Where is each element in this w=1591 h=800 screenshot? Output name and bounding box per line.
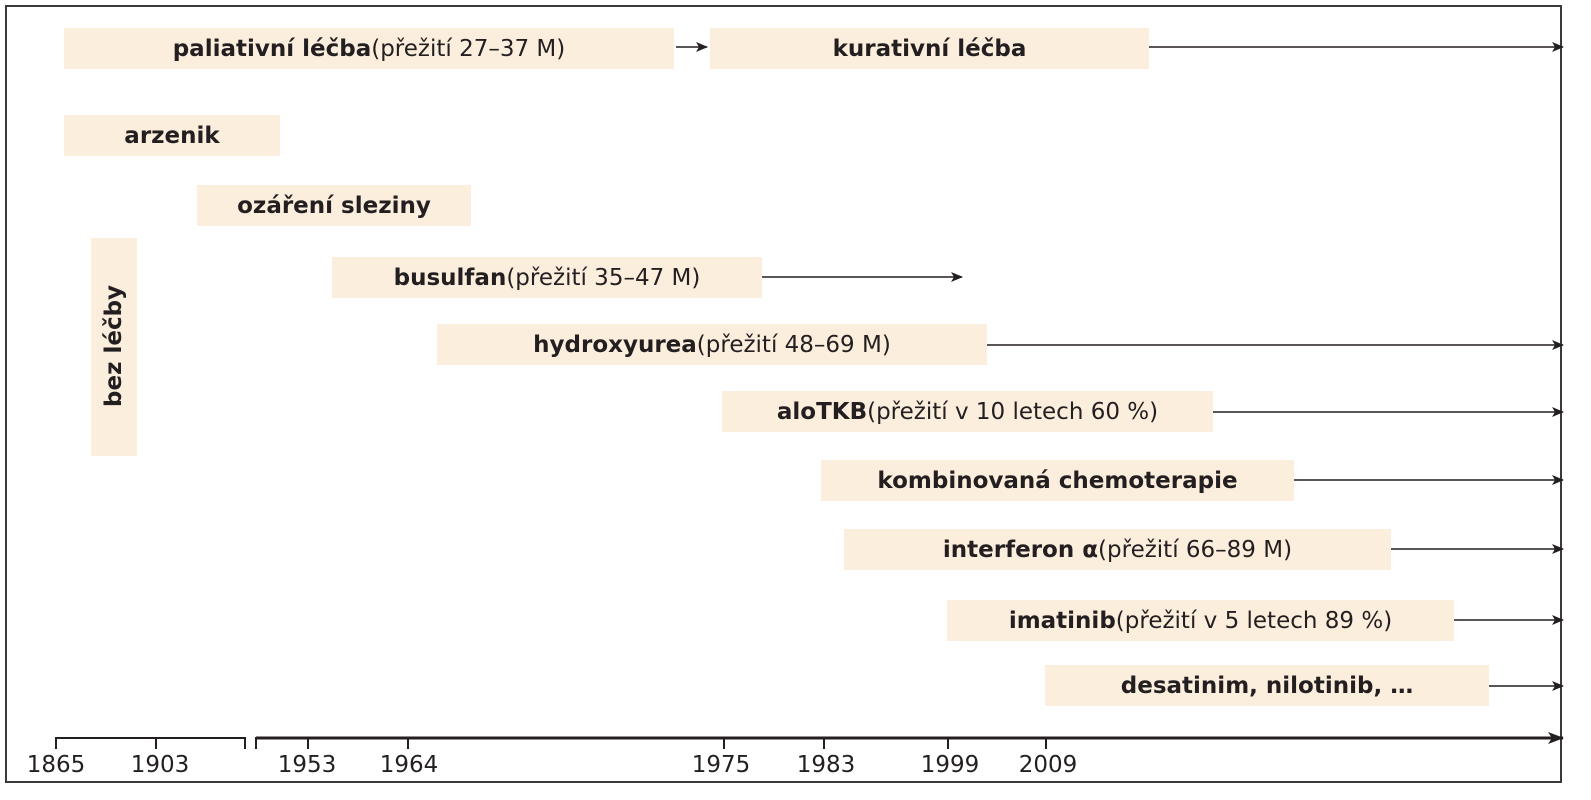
tick-label-1865: 1865 bbox=[26, 752, 86, 778]
bar-kombinovana: kombinovaná chemoterapie bbox=[821, 460, 1294, 501]
bar-busulfan: busulfan (přežití 35–47 M) bbox=[332, 257, 762, 298]
tick-label-1953: 1953 bbox=[277, 752, 337, 778]
tick-label-1975: 1975 bbox=[691, 752, 751, 778]
bar-alotkb: aloTKB (přežití v 10 letech 60 %) bbox=[722, 391, 1213, 432]
tick-label-1903: 1903 bbox=[130, 752, 190, 778]
tick-label-1983: 1983 bbox=[796, 752, 856, 778]
tick-label-1964: 1964 bbox=[379, 752, 439, 778]
tick-label-1999: 1999 bbox=[920, 752, 980, 778]
tick-label-2009: 2009 bbox=[1018, 752, 1078, 778]
bar-hydroxyurea: hydroxyurea (přežití 48–69 M) bbox=[437, 324, 987, 365]
bar-desatinim: desatinim, nilotinib, … bbox=[1045, 665, 1489, 706]
bar-interferon: interferon α (přežití 66–89 M) bbox=[844, 529, 1391, 570]
diagram-frame bbox=[5, 5, 1562, 783]
bar-arzenik: arzenik bbox=[64, 115, 280, 156]
bar-kurativni: kurativní léčba bbox=[710, 28, 1149, 69]
bar-bez-lecby bbox=[91, 238, 137, 456]
bar-imatinib: imatinib (přežití v 5 letech 89 %) bbox=[947, 600, 1454, 641]
axis-ticks bbox=[55, 737, 1047, 749]
bar-ozareni: ozáření sleziny bbox=[197, 185, 471, 226]
bar-paliativni: paliativní léčba (přežití 27–37 M) bbox=[64, 28, 674, 69]
